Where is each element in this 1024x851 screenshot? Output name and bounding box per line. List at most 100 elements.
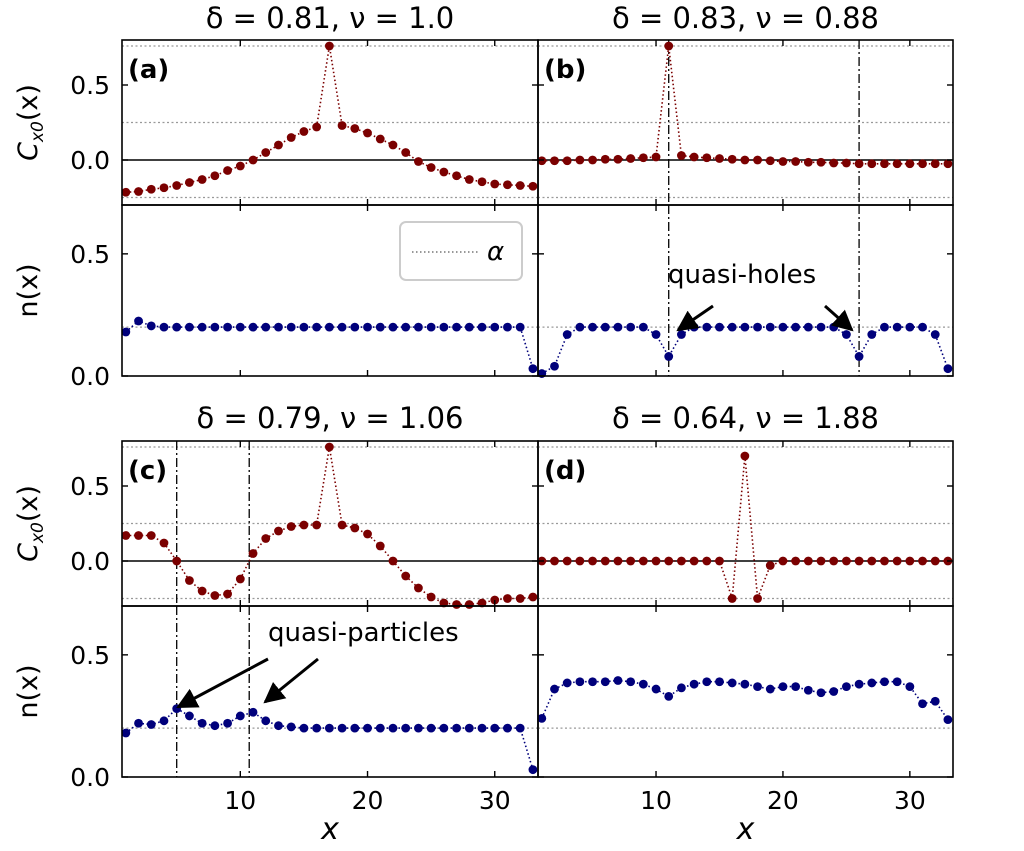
data-point bbox=[677, 151, 686, 160]
ylabel: n(x) bbox=[13, 263, 44, 317]
data-point bbox=[867, 159, 877, 169]
data-point bbox=[638, 556, 648, 566]
correlation-subplot bbox=[537, 440, 954, 607]
ytick-label: 0.5 bbox=[70, 641, 110, 670]
data-point bbox=[528, 364, 538, 374]
data-point bbox=[575, 556, 585, 566]
data-point bbox=[452, 600, 461, 609]
xtick-label: 30 bbox=[894, 786, 926, 815]
data-point bbox=[210, 322, 220, 332]
data-point bbox=[490, 179, 500, 189]
data-point bbox=[715, 322, 724, 332]
data-point bbox=[286, 322, 296, 332]
data-point bbox=[503, 322, 512, 332]
data-point bbox=[778, 322, 788, 332]
data-point bbox=[286, 133, 296, 142]
data-point bbox=[562, 556, 572, 566]
data-point bbox=[727, 322, 737, 332]
series-line bbox=[541, 45, 948, 165]
data-point bbox=[600, 154, 610, 164]
legend: α bbox=[399, 221, 523, 281]
panel-title: δ = 0.79, ν = 1.06 bbox=[197, 401, 464, 435]
data-point bbox=[223, 166, 232, 175]
data-point bbox=[905, 322, 915, 332]
data-point bbox=[841, 556, 851, 566]
data-point bbox=[740, 155, 750, 165]
data-point bbox=[210, 591, 220, 600]
data-point bbox=[414, 157, 423, 166]
data-point bbox=[600, 556, 610, 566]
correlation-subplot: 0.0 0.5 Cx0(x) bbox=[13, 39, 539, 206]
ytick-label: 0.5 bbox=[70, 472, 110, 501]
axes-frame bbox=[537, 605, 954, 778]
data-point bbox=[702, 322, 712, 332]
data-point bbox=[350, 523, 360, 533]
data-point bbox=[880, 556, 889, 566]
data-point bbox=[452, 322, 461, 332]
data-point bbox=[550, 556, 559, 566]
data-point bbox=[235, 574, 245, 584]
data-point bbox=[664, 691, 674, 701]
data-point bbox=[223, 589, 232, 599]
data-point bbox=[575, 155, 585, 165]
data-point bbox=[159, 716, 169, 726]
data-point bbox=[439, 723, 449, 733]
panel-a: δ = 0.81, ν = 1.0 0.0 0.5 Cx0(x) 0.0 0.5 n(x) (… bbox=[13, 1, 539, 391]
data-point bbox=[312, 520, 322, 530]
data-point bbox=[363, 723, 372, 733]
data-point bbox=[841, 682, 851, 692]
data-point bbox=[134, 316, 143, 326]
data-point bbox=[575, 322, 585, 332]
data-point bbox=[905, 159, 915, 169]
ytick-label: 0.0 bbox=[70, 763, 110, 792]
data-point bbox=[197, 718, 207, 728]
annotation-arrow bbox=[824, 304, 854, 332]
data-point bbox=[439, 167, 449, 177]
data-point bbox=[918, 699, 927, 709]
data-point bbox=[727, 594, 737, 603]
data-point bbox=[727, 154, 737, 164]
xtick-label: 10 bbox=[640, 786, 672, 815]
series-line bbox=[541, 455, 948, 599]
ytick-label: 0.5 bbox=[70, 71, 110, 100]
data-point bbox=[689, 152, 699, 162]
data-point bbox=[452, 723, 461, 733]
xtick-label: 10 bbox=[224, 786, 256, 815]
data-point bbox=[426, 723, 436, 733]
data-point bbox=[537, 156, 547, 166]
data-point bbox=[778, 682, 788, 692]
data-point bbox=[918, 322, 927, 332]
data-point bbox=[664, 352, 674, 361]
data-point bbox=[248, 707, 258, 717]
data-point bbox=[286, 722, 296, 732]
legend-box bbox=[399, 221, 523, 281]
data-point bbox=[651, 330, 661, 339]
data-point bbox=[588, 155, 597, 165]
data-point bbox=[816, 157, 826, 167]
data-point bbox=[677, 683, 686, 693]
data-point bbox=[740, 451, 750, 461]
data-point bbox=[261, 148, 271, 157]
xlabel: x bbox=[736, 812, 755, 847]
data-point bbox=[299, 322, 309, 332]
data-point bbox=[588, 677, 597, 687]
data-point bbox=[185, 711, 194, 721]
data-point bbox=[791, 322, 801, 332]
plot-root: δ = 0.81, ν = 1.0 0.0 0.5 Cx0(x) 0.0 0.5 n(x) (… bbox=[13, 1, 954, 847]
data-point bbox=[414, 723, 423, 733]
data-point bbox=[185, 576, 194, 585]
data-point bbox=[248, 155, 258, 165]
data-point bbox=[337, 723, 347, 733]
data-point bbox=[905, 682, 915, 692]
data-point bbox=[638, 153, 648, 163]
data-point bbox=[490, 723, 500, 733]
data-point bbox=[274, 140, 283, 150]
data-point bbox=[414, 583, 423, 593]
panel-title: δ = 0.81, ν = 1.0 bbox=[206, 1, 455, 35]
data-point bbox=[235, 322, 245, 332]
data-point bbox=[943, 364, 953, 374]
data-point bbox=[626, 322, 636, 332]
data-point bbox=[715, 677, 724, 687]
data-point bbox=[134, 718, 143, 728]
data-point bbox=[626, 556, 636, 566]
